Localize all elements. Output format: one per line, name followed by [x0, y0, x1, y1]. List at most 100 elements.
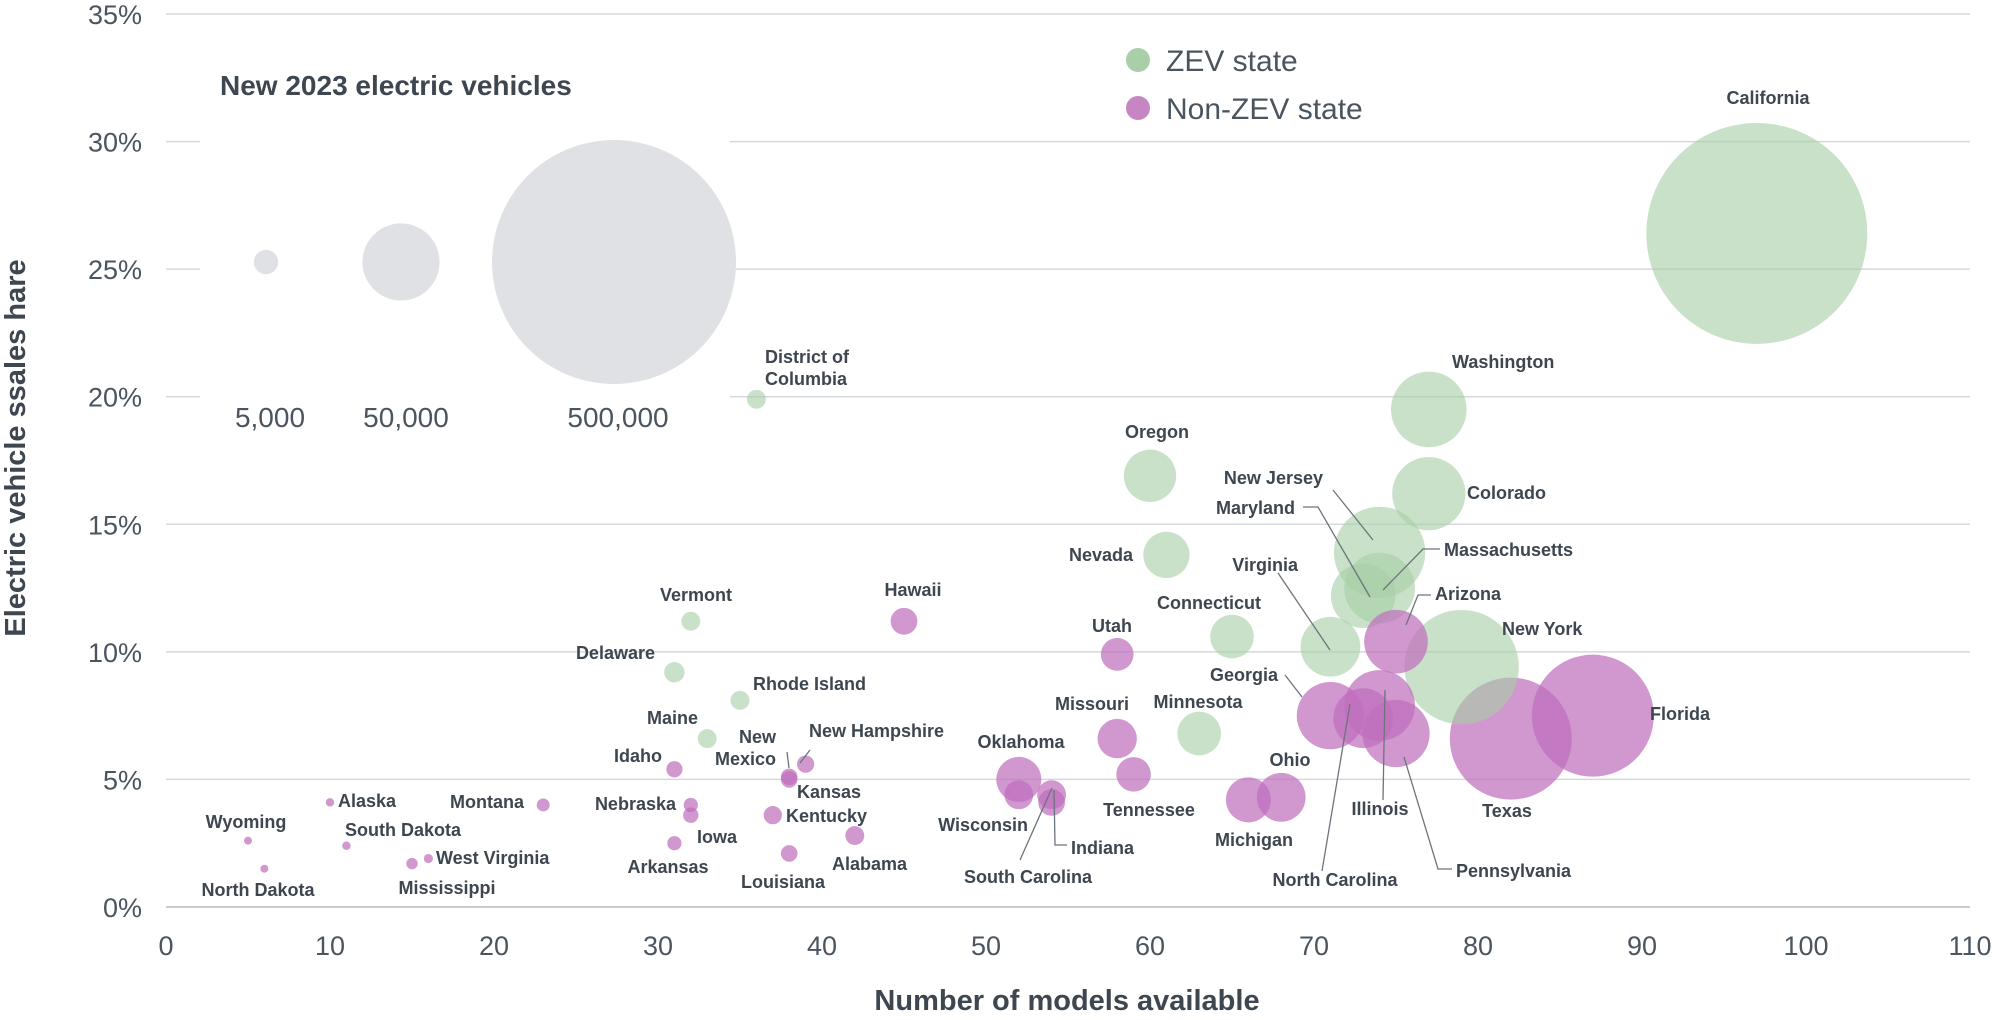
x-tick-label: 100: [1783, 931, 1828, 961]
bubble-wisconsin: [1004, 780, 1034, 810]
state-label: Pennsylvania: [1456, 861, 1572, 881]
legend-label: Non-ZEV state: [1166, 93, 1363, 126]
state-label: Michigan: [1215, 830, 1293, 850]
state-label: Vermont: [660, 585, 732, 605]
bubble-ohio: [1256, 772, 1306, 822]
state-label: Maryland: [1216, 498, 1295, 518]
leader-line: [1382, 548, 1440, 591]
bubble-connecticut: [1210, 614, 1254, 659]
bubble-nebraska: [683, 797, 698, 813]
bubble-arkansas: [667, 836, 682, 851]
color-legend: ZEV state Non-ZEV state: [1126, 45, 1363, 126]
state-label: Colorado: [1467, 483, 1546, 503]
state-label: California: [1726, 88, 1810, 108]
bubbles: [244, 122, 1868, 873]
bubble-arizona: [1364, 609, 1428, 674]
size-legend-bubble: [362, 223, 440, 301]
bubble-new-hampshire: [796, 755, 815, 773]
x-tick-label: 40: [807, 931, 837, 961]
x-tick-label: 70: [1299, 931, 1329, 961]
bubble-louisiana: [780, 845, 798, 862]
state-label: Wyoming: [206, 812, 287, 832]
state-label: Alaska: [338, 791, 397, 811]
bubble-iowa: [683, 807, 699, 823]
leader-line: [1321, 703, 1351, 872]
bubble-south-carolina: [1038, 789, 1065, 816]
bubble-north-carolina: [1333, 688, 1394, 749]
bubble-kansas: [780, 771, 798, 788]
bubble-colorado: [1392, 457, 1466, 531]
size-legend-bubble: [492, 140, 736, 384]
state-labels: California Florida Texas New York New Jersey…: [201, 88, 1810, 900]
x-tick-label: 30: [643, 931, 673, 961]
size-legend-bubble: [253, 249, 279, 275]
state-label: Delaware: [576, 643, 655, 663]
state-label: New Hampshire: [809, 721, 944, 741]
state-label: Florida: [1650, 704, 1711, 724]
y-tick-label: 0%: [103, 893, 142, 923]
state-label: North Carolina: [1272, 870, 1398, 890]
leader-line: [1382, 689, 1386, 801]
state-label: Oklahoma: [977, 732, 1065, 752]
x-tick-label: 10: [315, 931, 345, 961]
bubble-hawaii: [890, 607, 918, 635]
state-label: Ohio: [1270, 750, 1311, 770]
size-legend-title: New 2023 electric vehicles: [220, 70, 572, 101]
leader-line: [1053, 789, 1067, 846]
bubble-alaska: [325, 798, 335, 807]
state-label: Kentucky: [786, 806, 867, 826]
bubble-rhode-island: [730, 690, 750, 710]
bubble-michigan: [1225, 777, 1271, 823]
size-legend: 5,000 50,000 500,000: [200, 40, 736, 455]
leader-line: [1403, 756, 1452, 870]
x-tick-label: 20: [479, 931, 509, 961]
state-label: South Carolina: [964, 867, 1093, 887]
legend-label: ZEV state: [1166, 45, 1298, 78]
bubble-minnesota: [1177, 711, 1222, 756]
state-label: Minnesota: [1153, 692, 1243, 712]
state-label: Missouri: [1055, 694, 1129, 714]
x-tick-label: 50: [971, 931, 1001, 961]
state-label: Wisconsin: [938, 815, 1028, 835]
bubble-tennessee: [1116, 757, 1151, 792]
state-label: Hawaii: [884, 580, 941, 600]
x-tick-label: 110: [1948, 931, 1991, 961]
state-label: Oregon: [1125, 422, 1189, 442]
state-label: Montana: [450, 792, 525, 812]
bubble-nevada: [1143, 531, 1190, 579]
bubble-delaware: [664, 662, 685, 683]
size-legend-label: 500,000: [567, 402, 668, 433]
state-label: West Virginia: [436, 848, 550, 868]
state-label: Nebraska: [595, 794, 677, 814]
leader-line: [1303, 506, 1371, 598]
x-tick-label: 90: [1627, 931, 1657, 961]
y-tick-label: 5%: [103, 765, 142, 795]
leader-line: [786, 751, 790, 769]
bubble-west-virginia: [423, 853, 433, 864]
bubble-missouri: [1097, 718, 1137, 759]
bubble-south-dakota: [342, 841, 351, 850]
state-label: North Dakota: [201, 880, 315, 900]
state-label: Mississippi: [398, 878, 495, 898]
legend-swatch: [1126, 48, 1150, 72]
label-leader-lines: [786, 489, 1452, 872]
size-legend-label: 5,000: [235, 402, 305, 433]
y-axis-title: Electric vehicle ssales hare: [0, 259, 32, 636]
size-legend-label: 50,000: [363, 402, 449, 433]
y-tick-label: 25%: [88, 255, 142, 285]
leader-line: [1284, 674, 1303, 698]
state-label: New Mexico: [715, 727, 777, 769]
leader-line: [1405, 594, 1431, 626]
state-label: Utah: [1092, 616, 1132, 636]
bubble-kentucky: [763, 806, 782, 825]
bubble-district-of-columbia: [746, 389, 766, 409]
y-tick-label: 10%: [88, 638, 142, 668]
state-label: Nevada: [1069, 545, 1134, 565]
bubble-washington: [1390, 371, 1467, 448]
state-label: South Dakota: [345, 820, 462, 840]
state-label: Arizona: [1435, 584, 1502, 604]
bubble-mississippi: [406, 857, 418, 870]
bubble-utah: [1100, 638, 1134, 671]
state-label: Texas: [1482, 801, 1532, 821]
state-label: Iowa: [697, 827, 738, 847]
